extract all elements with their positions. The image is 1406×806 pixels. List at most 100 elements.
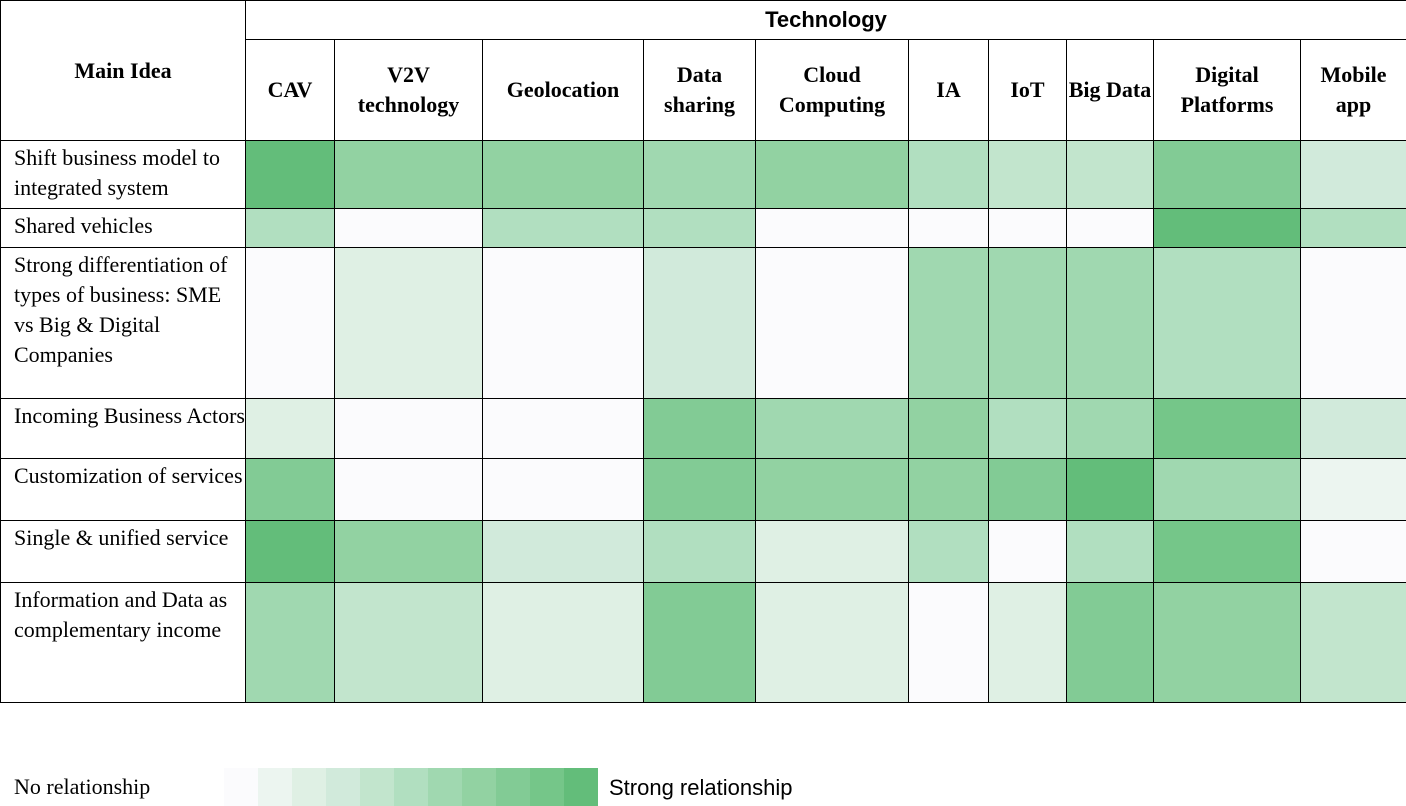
legend-swatch bbox=[224, 768, 258, 806]
heatmap-body: Shift business model to integrated syste… bbox=[0, 140, 1406, 703]
heatmap-cell bbox=[1299, 398, 1406, 459]
heatmap-cell bbox=[755, 208, 909, 248]
heatmap-cell bbox=[334, 458, 483, 521]
row-header: Main Idea bbox=[0, 0, 246, 141]
column-header-row: CAV V2V technology Geolocation Data sharing… bbox=[1, 39, 1406, 141]
table-row: Incoming Business Actors bbox=[0, 398, 1406, 459]
heatmap-cell bbox=[1153, 520, 1301, 583]
heatmap-cell bbox=[1066, 140, 1154, 209]
table-row: Customization of services bbox=[0, 458, 1406, 521]
heatmap-cell bbox=[334, 398, 483, 459]
table-row: Strong differentiation of types of busin… bbox=[0, 247, 1406, 399]
heatmap-cell bbox=[643, 520, 756, 583]
heatmap-cell bbox=[908, 582, 989, 703]
heatmap-cell bbox=[334, 247, 483, 399]
row-label: Single & unified service bbox=[0, 520, 246, 583]
heatmap-cell bbox=[908, 247, 989, 399]
heatmap-cell bbox=[988, 140, 1067, 209]
heatmap-cell bbox=[755, 247, 909, 399]
column-header: Digital Platforms bbox=[1153, 39, 1301, 141]
heatmap-cell bbox=[908, 520, 989, 583]
column-header: CAV bbox=[245, 39, 335, 141]
heatmap-cell bbox=[245, 398, 335, 459]
heatmap-cell bbox=[245, 208, 335, 248]
heatmap-cell bbox=[482, 398, 644, 459]
heatmap-cell bbox=[245, 582, 335, 703]
heatmap-cell bbox=[988, 520, 1067, 583]
heatmap-cell bbox=[1299, 247, 1406, 399]
heatmap-cell bbox=[908, 398, 989, 459]
row-label: Shift business model to integrated syste… bbox=[0, 140, 246, 209]
column-header: V2V technology bbox=[334, 39, 483, 141]
heatmap-cell bbox=[1066, 398, 1154, 459]
heatmap-cell bbox=[755, 458, 909, 521]
heatmap-cell bbox=[1066, 582, 1154, 703]
heatmap-cell bbox=[1299, 140, 1406, 209]
column-header: Mobile app bbox=[1299, 39, 1406, 141]
heatmap-cell bbox=[1066, 208, 1154, 248]
heatmap-cell bbox=[908, 140, 989, 209]
heatmap-cell bbox=[908, 458, 989, 521]
legend-swatch bbox=[530, 768, 564, 806]
legend-swatch bbox=[564, 768, 598, 806]
heatmap-cell bbox=[988, 247, 1067, 399]
legend-swatch bbox=[258, 768, 292, 806]
chart-title: Technology bbox=[244, 0, 1406, 40]
heatmap-cell bbox=[1299, 458, 1406, 521]
column-header: Geolocation bbox=[482, 39, 644, 141]
legend-swatch bbox=[462, 768, 496, 806]
row-label: Information and Data as complementary in… bbox=[0, 582, 246, 703]
heatmap-cell bbox=[482, 208, 644, 248]
heatmap-cell bbox=[1153, 398, 1301, 459]
legend-low-label: No relationship bbox=[14, 774, 151, 799]
heatmap-cell bbox=[988, 208, 1067, 248]
heatmap-cell bbox=[988, 398, 1067, 459]
heatmap-cell bbox=[1153, 458, 1301, 521]
heatmap-cell bbox=[643, 582, 756, 703]
column-header: IA bbox=[908, 39, 989, 141]
heatmap-cell bbox=[755, 398, 909, 459]
heatmap-cell bbox=[1066, 247, 1154, 399]
heatmap-cell bbox=[643, 208, 756, 248]
heatmap-cell bbox=[755, 582, 909, 703]
heatmap-cell bbox=[1299, 208, 1406, 248]
legend-swatch bbox=[326, 768, 360, 806]
column-header: Cloud Computing bbox=[755, 39, 909, 141]
legend-swatch bbox=[496, 768, 530, 806]
heatmap-cell bbox=[755, 520, 909, 583]
heatmap-cell bbox=[643, 398, 756, 459]
heatmap-cell bbox=[988, 458, 1067, 521]
heatmap-cell bbox=[334, 520, 483, 583]
heatmap-cell bbox=[1153, 208, 1301, 248]
heatmap-cell bbox=[643, 140, 756, 209]
table-row: Information and Data as complementary in… bbox=[0, 582, 1406, 703]
heatmap-cell bbox=[482, 247, 644, 399]
heatmap-cell bbox=[482, 582, 644, 703]
legend: No relationship Strong relationship bbox=[0, 768, 1406, 806]
heatmap-cell bbox=[1153, 247, 1301, 399]
heatmap-cell bbox=[988, 582, 1067, 703]
heatmap-cell bbox=[482, 520, 644, 583]
heatmap-cell bbox=[908, 208, 989, 248]
row-label: Strong differentiation of types of busin… bbox=[0, 247, 246, 399]
heatmap-cell bbox=[1299, 520, 1406, 583]
column-header: Data sharing bbox=[643, 39, 756, 141]
heatmap-cell bbox=[482, 458, 644, 521]
legend-swatch bbox=[292, 768, 326, 806]
legend-high-label: Strong relationship bbox=[609, 775, 793, 800]
heatmap-cell bbox=[245, 140, 335, 209]
heatmap-cell bbox=[643, 247, 756, 399]
legend-swatch bbox=[428, 768, 462, 806]
heatmap-cell bbox=[1066, 458, 1154, 521]
column-header: IoT bbox=[988, 39, 1067, 141]
legend-color-scale bbox=[224, 768, 598, 806]
heatmap-cell bbox=[1153, 140, 1301, 209]
heatmap-cell bbox=[1066, 520, 1154, 583]
heatmap-cell bbox=[245, 520, 335, 583]
row-label: Customization of services bbox=[0, 458, 246, 521]
column-header: Big Data bbox=[1066, 39, 1154, 141]
legend-swatch bbox=[394, 768, 428, 806]
table-row: Single & unified service bbox=[0, 520, 1406, 583]
heatmap-cell bbox=[755, 140, 909, 209]
heatmap-cell bbox=[643, 458, 756, 521]
